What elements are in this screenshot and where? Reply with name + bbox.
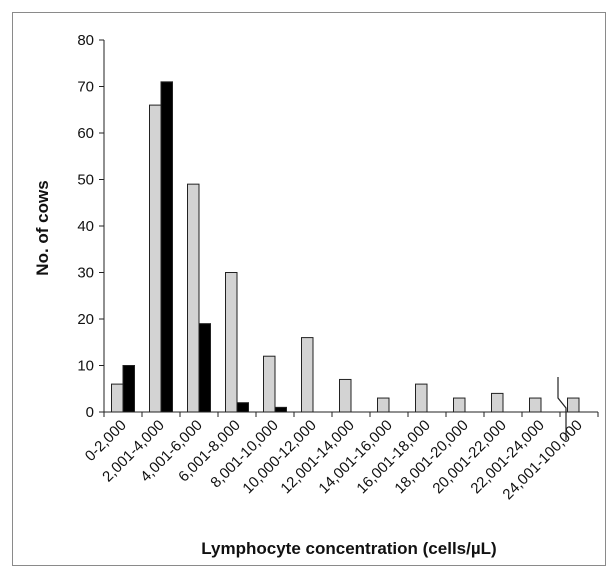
y-tick-label: 70: [77, 79, 94, 96]
y-tick-label: 80: [77, 32, 94, 49]
y-tick-label: 40: [77, 218, 94, 235]
y-axis-title: No. of cows: [33, 180, 52, 275]
bar-series1-5: [301, 337, 314, 413]
y-tick-label: 0: [86, 404, 94, 421]
axis-break-mark: [557, 377, 567, 440]
y-tick-label: 20: [77, 311, 94, 328]
bar-series1-9: [453, 397, 466, 413]
bar-series1-0: [111, 383, 124, 413]
bar-series1-12: [567, 397, 580, 413]
bar-series1-8: [415, 383, 428, 413]
bar-series1-6: [339, 378, 352, 413]
bar-series1-11: [529, 397, 542, 413]
bar-series2-3: [236, 402, 249, 413]
bar-series2-2: [198, 323, 211, 413]
x-axis-ticks: 0-2,0002,001-4,0004,001-6,0006,001-8,000…: [82, 412, 599, 503]
bar-series1-3: [225, 272, 238, 413]
bar-series1-1: [149, 104, 162, 413]
bar-series1-10: [491, 392, 504, 413]
bars: [111, 81, 580, 413]
bar-series1-2: [187, 183, 200, 413]
bar-series2-1: [160, 81, 173, 413]
y-tick-label: 50: [77, 172, 94, 189]
bar-series2-4: [274, 406, 287, 413]
chart-frame: [12, 12, 606, 566]
y-tick-label: 60: [77, 125, 94, 142]
axis-break-line: [557, 377, 567, 440]
y-tick-label: 10: [77, 358, 94, 375]
bar-series2-0: [122, 365, 135, 413]
x-axis-title: Lymphocyte concentration (cells/µL): [201, 539, 496, 558]
y-axis-ticks: 0 10 20 30 40 50 60 70 80: [77, 32, 104, 421]
y-tick-label: 30: [77, 265, 94, 282]
bar-series1-4: [263, 355, 276, 413]
bar-series1-7: [377, 397, 390, 413]
